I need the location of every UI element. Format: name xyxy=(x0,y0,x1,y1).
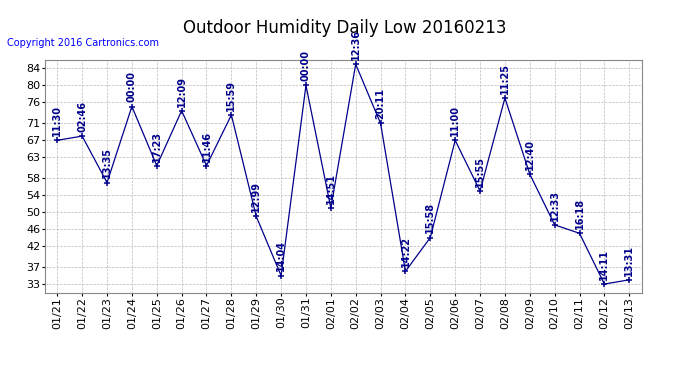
Text: 11:00: 11:00 xyxy=(450,105,460,136)
Text: 12:99: 12:99 xyxy=(251,181,262,212)
Text: 00:00: 00:00 xyxy=(301,50,311,81)
Text: 02:46: 02:46 xyxy=(77,101,87,132)
Text: 12:09: 12:09 xyxy=(177,75,186,106)
Text: 15:55: 15:55 xyxy=(475,156,485,187)
Text: 12:36: 12:36 xyxy=(351,29,361,60)
Text: 11:30: 11:30 xyxy=(52,105,62,136)
Text: 13:31: 13:31 xyxy=(624,244,634,276)
Text: 16:18: 16:18 xyxy=(575,198,584,229)
Text: 20:11: 20:11 xyxy=(375,88,386,119)
Text: 00:00: 00:00 xyxy=(127,71,137,102)
Text: 14:51: 14:51 xyxy=(326,173,336,204)
Text: 11:25: 11:25 xyxy=(500,63,510,94)
Text: 17:23: 17:23 xyxy=(152,130,161,162)
Text: 13:35: 13:35 xyxy=(102,147,112,178)
Text: Outdoor Humidity Daily Low 20160213: Outdoor Humidity Daily Low 20160213 xyxy=(184,19,506,37)
Text: 14:22: 14:22 xyxy=(400,236,411,267)
Text: Humidity  (%): Humidity (%) xyxy=(571,44,657,54)
Text: 12:40: 12:40 xyxy=(525,139,535,170)
Text: 15:59: 15:59 xyxy=(226,80,237,111)
Text: 11:46: 11:46 xyxy=(201,130,212,162)
Text: 14:04: 14:04 xyxy=(276,240,286,272)
Text: 15:58: 15:58 xyxy=(425,202,435,233)
Text: Copyright 2016 Cartronics.com: Copyright 2016 Cartronics.com xyxy=(7,38,159,48)
Text: 14:11: 14:11 xyxy=(600,249,609,280)
Text: 12:33: 12:33 xyxy=(550,190,560,221)
